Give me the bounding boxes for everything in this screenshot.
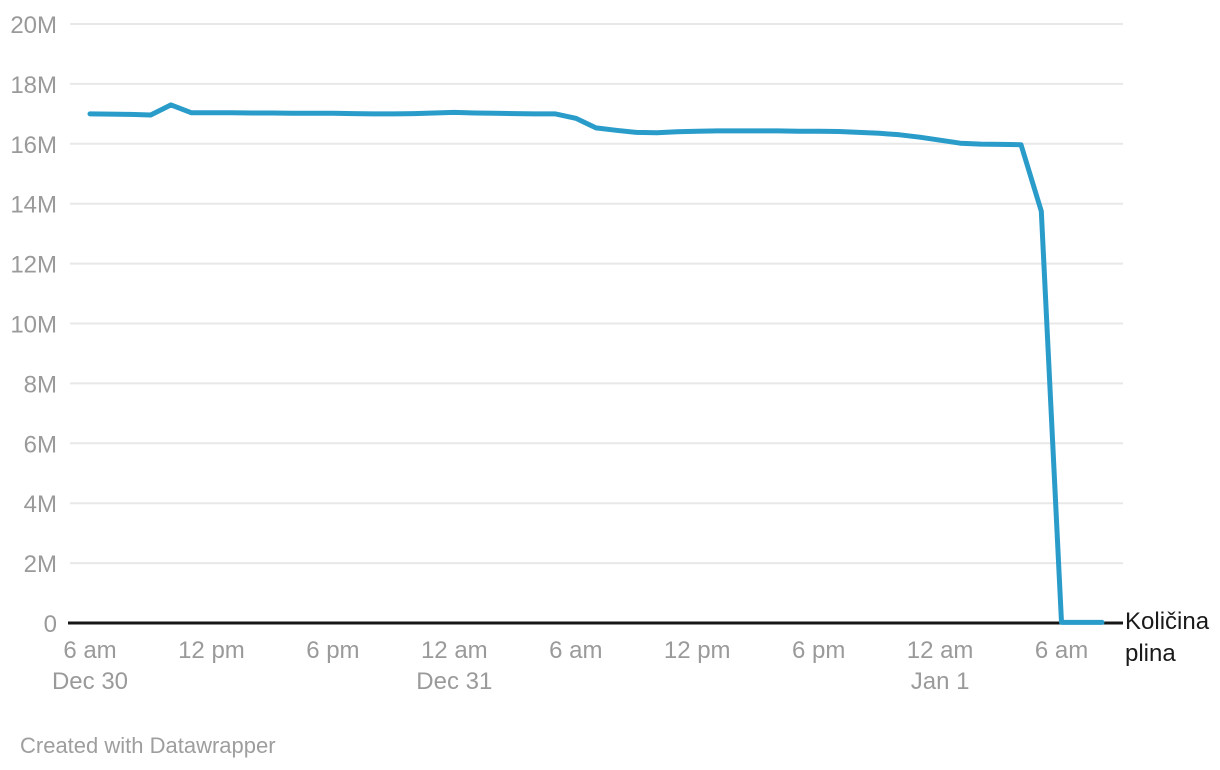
- x-axis-label: 6 am: [63, 637, 116, 664]
- y-axis-label: 20M: [10, 12, 57, 39]
- datawrapper-credit: Created with Datawrapper: [20, 733, 276, 758]
- x-axis-date-label: Jan 1: [911, 668, 970, 695]
- data-line: [87, 102, 1105, 625]
- x-axis-label: 12 am: [421, 637, 488, 664]
- x-axis-label: 6 pm: [306, 637, 359, 664]
- y-axis-label: 6M: [24, 431, 57, 458]
- x-axis-label: 6 am: [549, 637, 602, 664]
- x-axis-label: 12 pm: [664, 637, 731, 664]
- y-axis-label: 14M: [10, 192, 57, 219]
- x-axis-label: 12 am: [907, 637, 974, 664]
- y-axis-label: 0: [44, 611, 57, 638]
- x-axis-date-label: Dec 30: [52, 668, 128, 695]
- y-axis-label: 10M: [10, 312, 57, 339]
- y-axis-label: 18M: [10, 72, 57, 99]
- x-axis-date-label: Dec 31: [416, 668, 492, 695]
- y-axis-label: 4M: [24, 491, 57, 518]
- y-axis-label: 2M: [24, 551, 57, 578]
- y-axis-label: 12M: [10, 252, 57, 279]
- x-axis-label: 6 am: [1035, 637, 1088, 664]
- series-label: Količina plina: [1125, 608, 1210, 667]
- y-axis-label: 8M: [24, 371, 57, 398]
- x-axis-label: 12 pm: [178, 637, 245, 664]
- y-axis-label: 16M: [10, 132, 57, 159]
- x-axis-label: 6 pm: [792, 637, 845, 664]
